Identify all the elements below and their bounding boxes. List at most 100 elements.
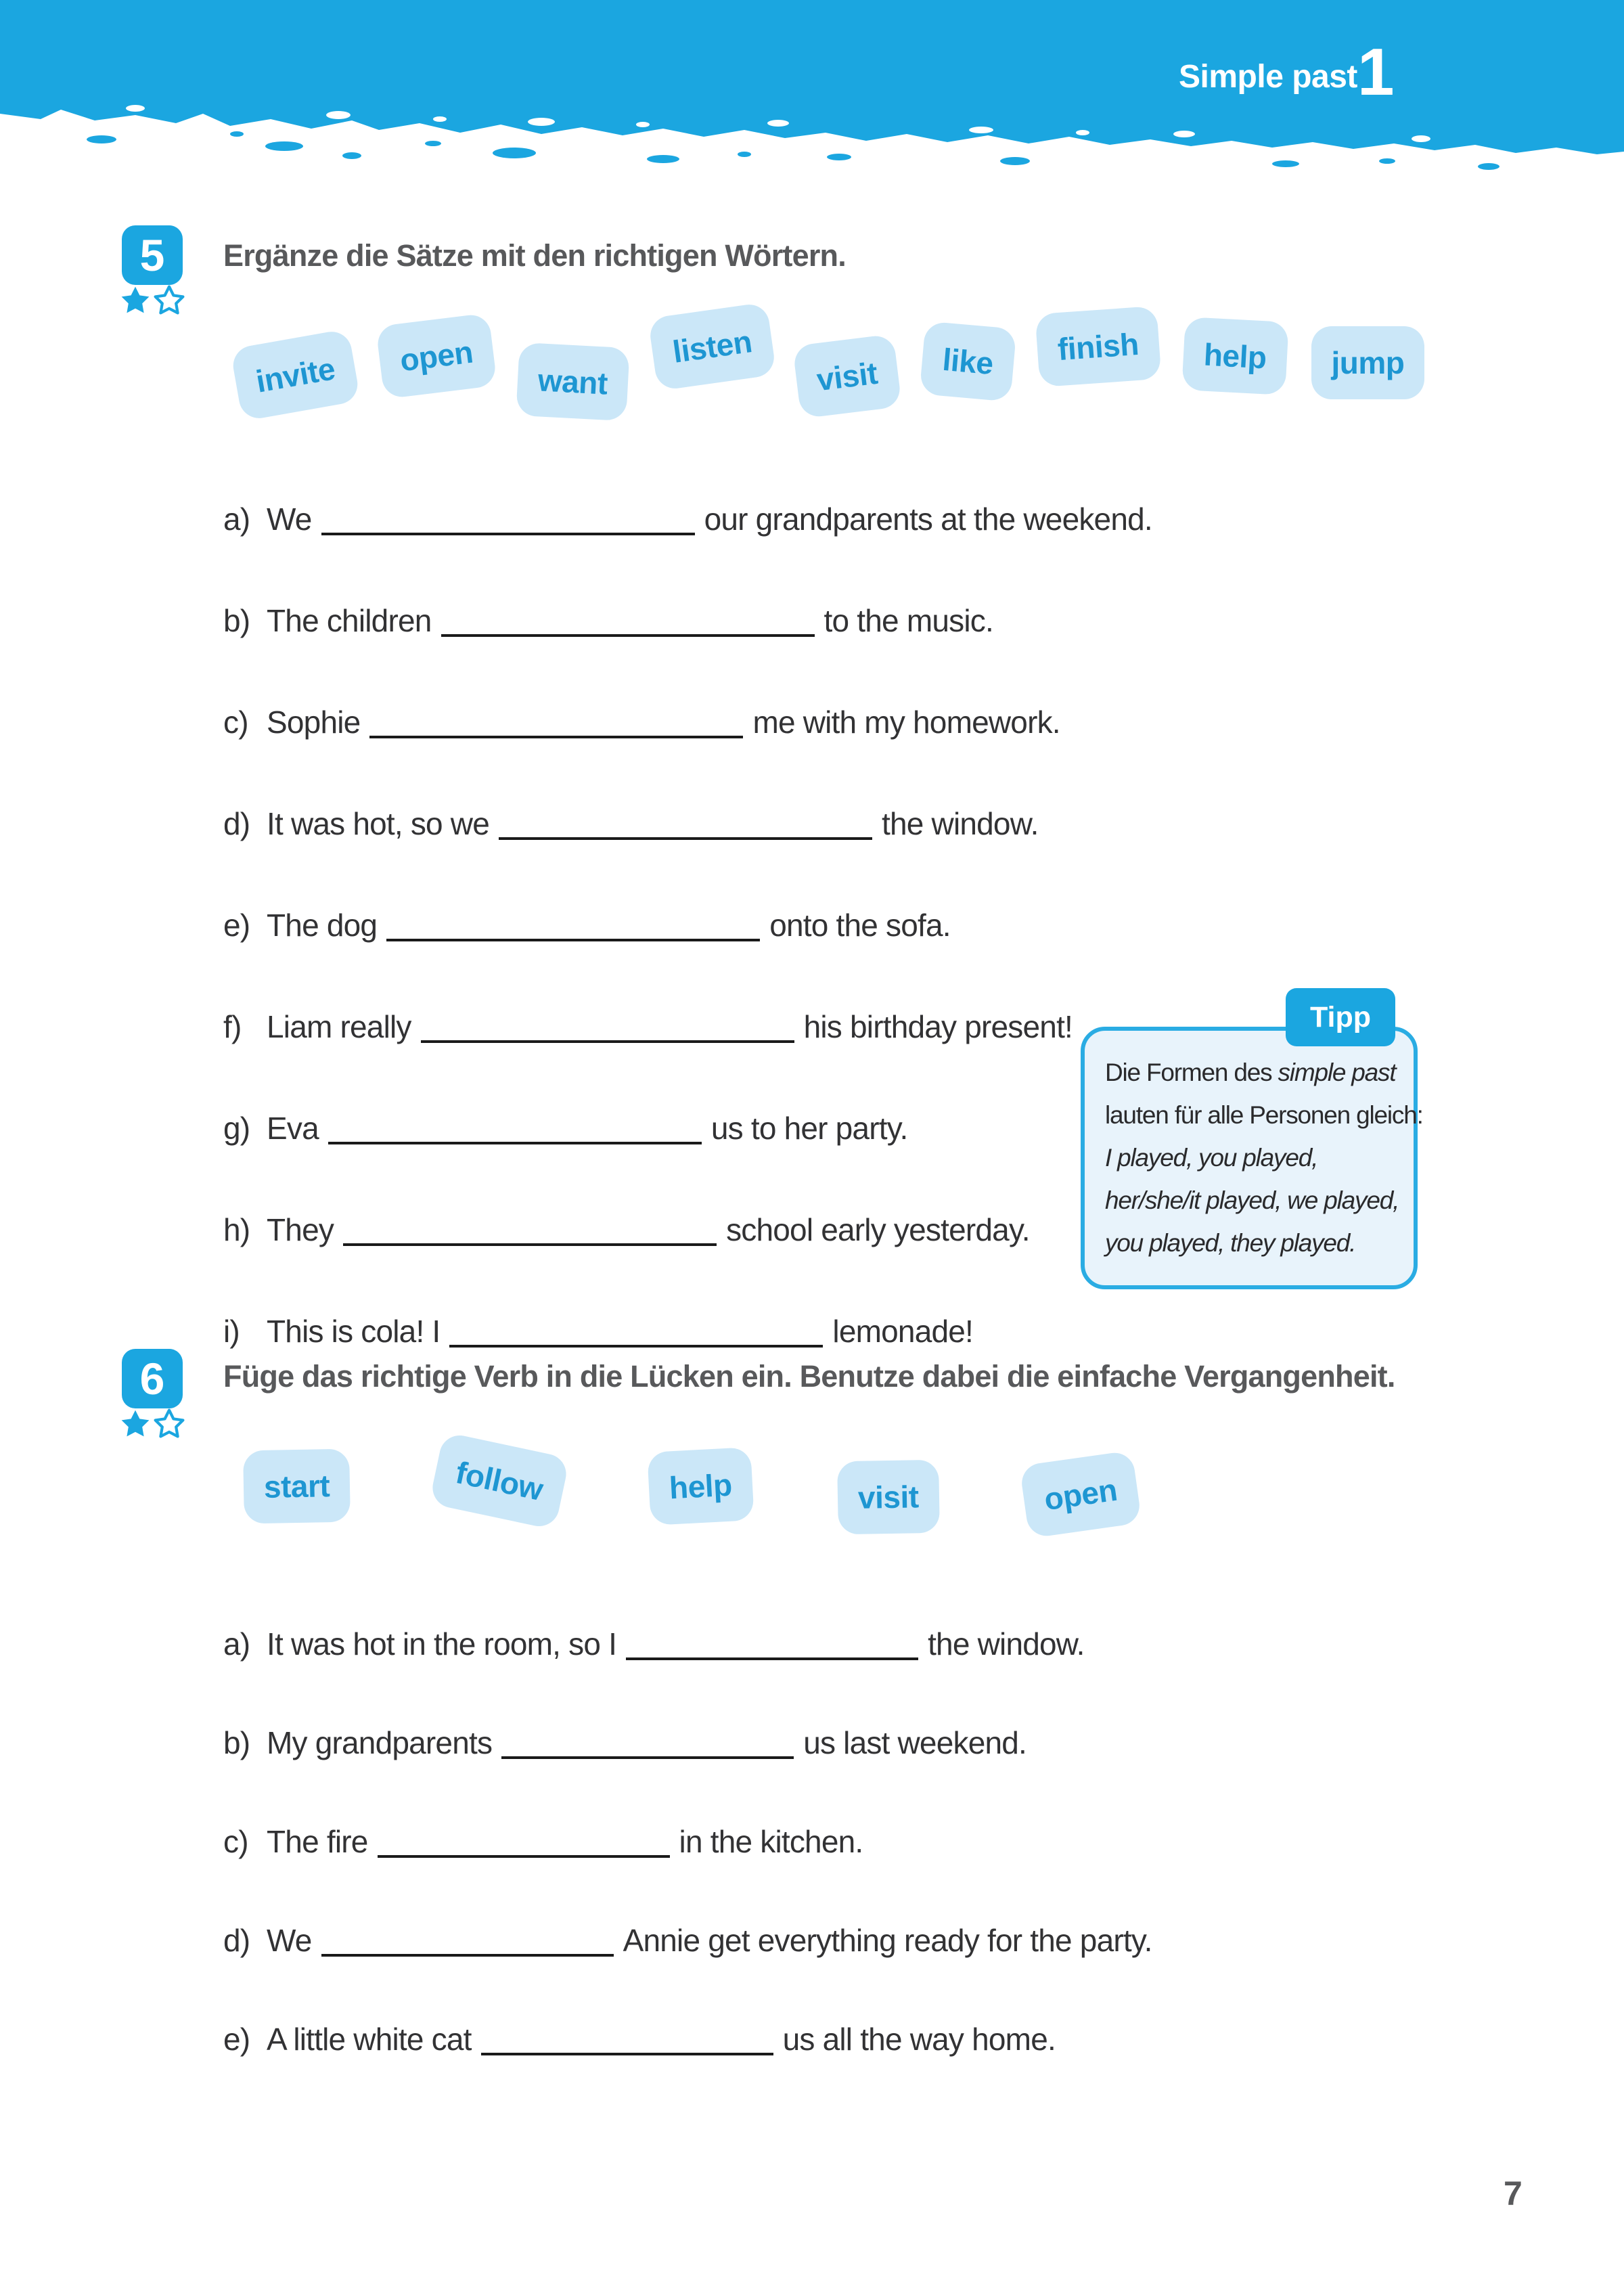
sentence-label: a) <box>223 502 250 537</box>
word-chip[interactable]: jump <box>1311 326 1425 399</box>
sentence-list: a) We our grandparents at the weekend. b) T… <box>223 501 1153 1415</box>
answer-blank[interactable] <box>321 1946 614 1957</box>
difficulty-stars <box>119 284 185 317</box>
sentence-post: school early yesterday. <box>726 1212 1030 1247</box>
answer-blank[interactable] <box>328 1134 702 1144</box>
sentence-pre: It was hot in the room, so I <box>267 1626 617 1662</box>
sentence-post: his birthday present! <box>803 1009 1073 1044</box>
sentence-post: us to her party. <box>710 1111 908 1146</box>
sentence-row: e) The dog onto the sofa. <box>223 907 1152 1008</box>
sentence-row: b) The children to the music. <box>223 602 1152 704</box>
exercise-instruction: Ergänze die Sätze mit den richtigen Wört… <box>223 238 847 273</box>
word-chip[interactable]: help <box>1181 317 1289 395</box>
answer-blank[interactable] <box>377 1847 670 1858</box>
answer-blank[interactable] <box>343 1235 717 1246</box>
sentence-list: a) It was hot in the room, so I the window… <box>223 1626 1152 2120</box>
sentence-pre: We <box>267 502 312 537</box>
sentence-row: e) A little white cat us all the way home. <box>223 2021 1152 2120</box>
word-chip[interactable]: listen <box>648 302 777 391</box>
tip-text: Die Formen des simple past lauten für al… <box>1085 1031 1424 1264</box>
word-chip[interactable]: finish <box>1035 305 1162 388</box>
sentence-post: us all the way home. <box>782 2022 1056 2057</box>
word-chip[interactable]: start <box>243 1448 351 1524</box>
sentence-label: d) <box>223 1923 250 1958</box>
sentence-pre: The children <box>267 603 432 638</box>
word-chip[interactable]: visit <box>792 334 902 419</box>
sentence-row: d) It was hot, so we the window. <box>223 805 1152 907</box>
sentence-pre: A little white cat <box>267 2022 472 2057</box>
sentence-pre: The fire <box>267 1824 368 1859</box>
tip-label: Tipp <box>1310 1000 1371 1033</box>
sentence-row: a) It was hot in the room, so I the window… <box>223 1626 1152 1724</box>
sentence-post: onto the sofa. <box>769 908 951 943</box>
answer-blank[interactable] <box>386 931 761 941</box>
exercise-instruction: Füge das richtige Verb in die Lücken ein… <box>223 1359 1395 1394</box>
answer-blank[interactable] <box>321 525 695 535</box>
sentence-row: c) The fire in the kitchen. <box>223 1823 1152 1922</box>
sentence-row: d) We Annie get everything ready for the p… <box>223 1922 1152 2021</box>
sentence-post: me with my homework. <box>752 705 1060 740</box>
sentence-pre: This is cola! I <box>267 1314 441 1349</box>
word-chip[interactable]: open <box>1019 1450 1142 1539</box>
answer-blank[interactable] <box>420 1032 794 1043</box>
sentence-post: to the music. <box>824 603 994 638</box>
sentence-label: e) <box>223 908 250 943</box>
sentence-post: our grandparents at the weekend. <box>704 502 1153 537</box>
sentence-label: e) <box>223 2022 250 2057</box>
sentence-row: g) Eva us to her party. <box>223 1110 1152 1211</box>
answer-blank[interactable] <box>449 1337 824 1348</box>
answer-blank[interactable] <box>501 1748 794 1759</box>
word-chip[interactable]: help <box>647 1447 754 1526</box>
star-filled-icon <box>121 286 150 313</box>
sentence-post: the window. <box>928 1626 1085 1662</box>
answer-blank[interactable] <box>441 626 815 637</box>
sentence-label: d) <box>223 806 250 841</box>
brush-speckles-below <box>87 131 1499 170</box>
sentence-post: in the kitchen. <box>679 1824 864 1859</box>
exercise-number: 6 <box>139 1354 165 1404</box>
word-chip[interactable]: follow <box>429 1431 570 1530</box>
sentence-row: c) Sophie me with my homework. <box>223 704 1152 805</box>
sentence-pre: My grandparents <box>267 1725 493 1760</box>
tip-line-2: lauten für alle Personen gleich: <box>1105 1101 1424 1129</box>
tip-line-5: you played, they played. <box>1105 1229 1356 1257</box>
page-number: 7 <box>1504 2175 1522 2212</box>
sentence-pre: Eva <box>267 1111 319 1146</box>
exercise-number: 5 <box>139 230 165 280</box>
star-outline-icon <box>154 285 185 315</box>
sentence-row: f) Liam really his birthday present! <box>223 1008 1152 1110</box>
word-chip[interactable]: open <box>376 313 498 399</box>
chapter-number: 1 <box>1357 35 1395 109</box>
sentence-label: a) <box>223 1626 250 1662</box>
header-brush-band <box>0 0 1624 170</box>
sentence-label: f) <box>223 1009 242 1044</box>
star-filled-icon <box>121 1410 150 1437</box>
sentence-label: g) <box>223 1111 250 1146</box>
answer-blank[interactable] <box>480 2045 773 2055</box>
word-chip[interactable]: want <box>516 342 630 422</box>
tip-line-4: her/she/it played, we played, <box>1105 1186 1399 1214</box>
word-chip[interactable]: like <box>919 321 1016 402</box>
exercise-number-badge: 5 <box>122 225 183 285</box>
sentence-row: a) We our grandparents at the weekend. <box>223 501 1153 602</box>
sentence-row: b) My grandparents us last weekend. <box>223 1724 1152 1823</box>
word-chip[interactable]: visit <box>836 1459 940 1535</box>
answer-blank[interactable] <box>626 1649 919 1660</box>
tip-line-3: I played, you played, <box>1105 1144 1318 1172</box>
sentence-post: the window. <box>882 806 1039 841</box>
tip-box: Die Formen des simple past lauten für al… <box>1081 1027 1424 1289</box>
sentence-pre: We <box>267 1923 312 1958</box>
chapter-title: Simple past <box>1179 59 1357 95</box>
difficulty-stars <box>119 1408 185 1440</box>
sentence-pre: Sophie <box>267 705 361 740</box>
brush-speckles-above <box>126 105 1430 142</box>
sentence-pre: The dog <box>267 908 378 943</box>
sentence-pre: Liam really <box>267 1009 411 1044</box>
sentence-row: i) This is cola! I lemonade! <box>223 1313 1152 1415</box>
answer-blank[interactable] <box>499 829 872 840</box>
sentence-label: b) <box>223 1725 250 1760</box>
sentence-label: c) <box>223 1824 249 1859</box>
answer-blank[interactable] <box>369 728 744 738</box>
word-chip[interactable]: invite <box>229 328 361 422</box>
